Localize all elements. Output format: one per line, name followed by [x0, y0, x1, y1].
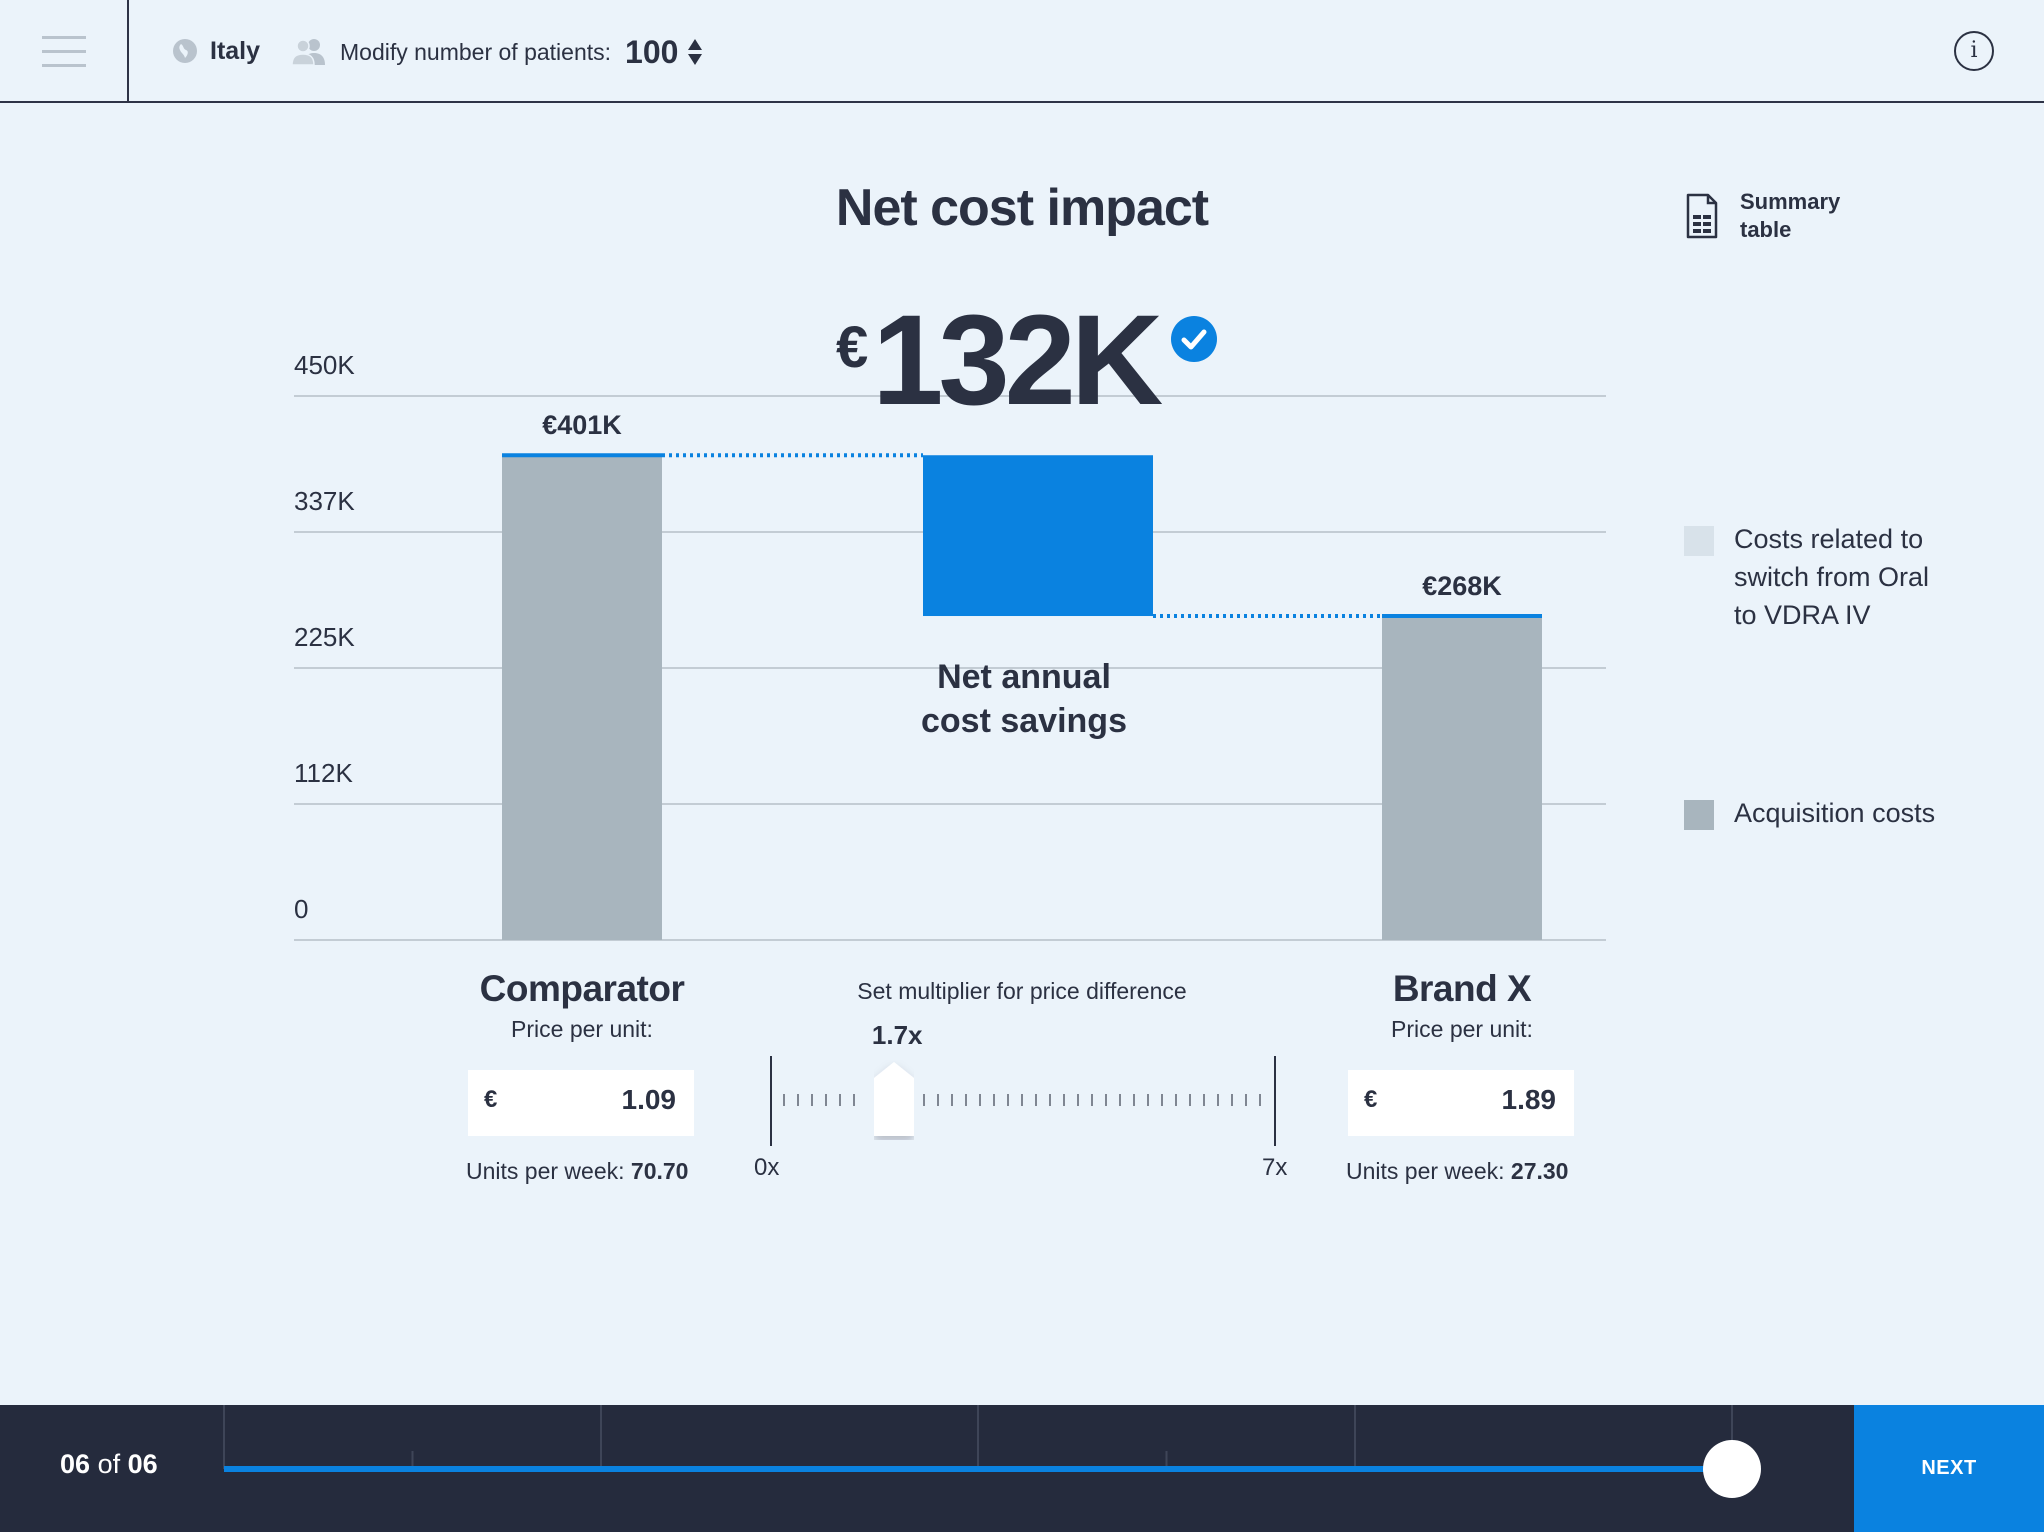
multiplier-max-label: 7x [1262, 1154, 1288, 1181]
net-cost-headline: € 132K [836, 296, 1218, 426]
comparator-units: Units per week: 70.70 [466, 1158, 688, 1185]
legend-label: Costs related to switch from Oral to VDR… [1734, 524, 1930, 630]
summary-table-button[interactable]: Summary table [1686, 188, 1860, 244]
y-tick-label: 112K [294, 758, 353, 788]
page-of: of [97, 1449, 121, 1479]
stepper-up-icon[interactable] [688, 39, 703, 50]
legend-item-acquisition-costs: Acquisition costs [1684, 798, 1954, 832]
comparator-price-label: Price per unit: [511, 1016, 653, 1042]
menu-button[interactable] [0, 0, 129, 101]
legend-swatch [1684, 800, 1714, 830]
bar-value-label: €401K [542, 410, 622, 440]
comparator-price-field: € [468, 1070, 694, 1136]
bar-comparator [502, 455, 662, 940]
document-table-icon [1686, 193, 1718, 239]
slider-max-edge [1274, 1056, 1276, 1146]
bar-brand-x [1382, 616, 1542, 940]
brand-units-value: 27.30 [1510, 1158, 1569, 1184]
y-tick-label: 0 [294, 894, 308, 924]
brand-price-input[interactable] [1406, 1084, 1556, 1116]
patients-value[interactable]: 100 [625, 33, 679, 70]
multiplier-value: 1.7x [871, 1020, 923, 1050]
brand-units-label: Units per week: [1346, 1158, 1505, 1184]
legend-swatch [1684, 526, 1714, 556]
headline-currency: € [836, 315, 869, 380]
waterfall-chart: 0 112K 225K 337K 450K €401K Net annual cost sav… [294, 350, 1606, 941]
savings-label: cost savings [921, 702, 1127, 740]
savings-label: Net annual [937, 658, 1111, 696]
slider-ticks [783, 1094, 1261, 1106]
patients-label: Modify number of patients: [340, 38, 612, 65]
bar-value-label: €268K [1422, 571, 1502, 601]
brand-block: Brand X Price per unit: [1342, 968, 1582, 1043]
summary-table-label: Summary table [1740, 189, 1841, 242]
comparator-block: Comparator Price per unit: [462, 968, 702, 1043]
brand-price-field: € [1348, 1070, 1574, 1136]
people-icon [292, 39, 325, 66]
page-counter: 06 of 06 [60, 1449, 158, 1480]
brand-currency: € [1364, 1086, 1378, 1113]
brand-units: Units per week: 27.30 [1346, 1158, 1568, 1185]
legend-label: Acquisition costs [1734, 798, 1936, 828]
comparator-currency: € [484, 1086, 498, 1113]
next-button[interactable]: NEXT [1854, 1405, 2044, 1532]
comparator-units-value: 70.70 [630, 1158, 689, 1184]
comparator-units-label: Units per week: [466, 1158, 625, 1184]
multiplier-slider[interactable] [770, 1054, 1276, 1150]
headline-value: 132K [872, 289, 1163, 432]
multiplier-label: Set multiplier for price difference [857, 978, 1187, 1004]
bottom-bar: 06 of 06 NEXT [0, 1405, 2044, 1532]
y-tick-label: 337K [294, 486, 355, 516]
page-current: 06 [60, 1449, 91, 1479]
y-tick-label: 225K [294, 622, 355, 652]
top-bar: Italy Modify number of patients: 100 i [0, 0, 2044, 103]
page-total: 06 [127, 1449, 158, 1479]
stepper-down-icon[interactable] [688, 54, 703, 65]
page-title: Net cost impact [835, 179, 1209, 237]
bar-net-savings [923, 455, 1153, 617]
legend-item-switch-costs: Costs related to switch from Oral to VDR… [1684, 524, 1954, 634]
comparator-price-input[interactable] [526, 1084, 676, 1116]
y-tick-label: 450K [294, 350, 355, 380]
multiplier-min-label: 0x [754, 1154, 780, 1181]
country-selector[interactable]: Italy [172, 34, 260, 68]
check-circle-icon [1171, 316, 1218, 362]
progress-track[interactable] [0, 1405, 1854, 1532]
patients-stepper[interactable] [688, 39, 703, 65]
hamburger-icon-line [42, 64, 86, 67]
brand-price-label: Price per unit: [1391, 1016, 1533, 1042]
hamburger-icon-line [42, 36, 86, 39]
brand-name: Brand X [1392, 968, 1532, 1009]
globe-icon [173, 39, 197, 63]
progress-knob[interactable] [1703, 1440, 1761, 1498]
slider-min-edge [770, 1056, 772, 1146]
comparator-name: Comparator [479, 968, 685, 1009]
info-icon[interactable]: i [1954, 31, 1994, 71]
country-label: Italy [210, 36, 261, 65]
multiplier-slider-handle[interactable] [873, 1060, 914, 1140]
hamburger-icon-line [42, 50, 86, 53]
patients-control: Modify number of patients: 100 [292, 30, 703, 74]
